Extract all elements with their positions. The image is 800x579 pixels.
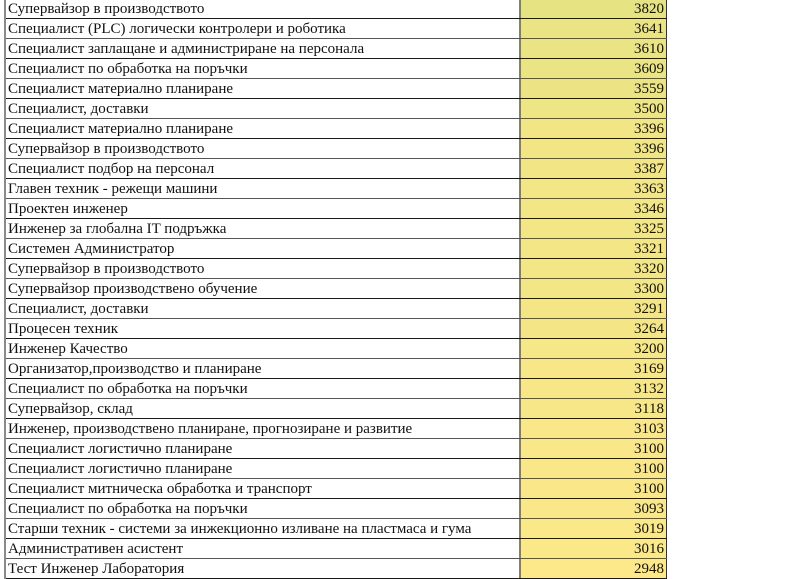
job-title-cell[interactable]: Организатор,производство и планиране [8, 361, 262, 377]
table-row: Специалист по обработка на поръчки 3609 [6, 59, 667, 79]
job-title-cell[interactable]: Специалист по обработка на поръчки [8, 61, 248, 77]
job-title-cell[interactable]: Супервайзор производствено обучение [8, 281, 258, 297]
salary-cell[interactable]: 3346 [518, 199, 667, 218]
table-row: Супервайзор в производството 3396 [6, 139, 667, 159]
salary-cell[interactable]: 3118 [518, 399, 667, 418]
table-row: Специалист логистично планиране 3100 [6, 439, 667, 459]
salary-cell[interactable]: 3559 [518, 79, 667, 98]
table-row: Главен техник - режещи машини 3363 [6, 179, 667, 199]
job-title-cell[interactable]: Специалист материално планиране [8, 121, 234, 137]
salary-cell[interactable]: 3093 [518, 499, 667, 518]
salary-cell[interactable]: 3820 [518, 0, 667, 18]
job-title-cell[interactable]: Специалист подбор на персонал [8, 161, 215, 177]
salary-cell[interactable]: 3396 [518, 139, 667, 158]
salary-cell[interactable]: 3100 [518, 479, 667, 498]
salary-cell[interactable]: 3264 [518, 319, 667, 338]
salary-cell[interactable]: 3019 [518, 519, 667, 538]
salary-cell[interactable]: 3320 [518, 259, 667, 278]
job-title-cell[interactable]: Супервайзор в производството [8, 141, 205, 157]
table-row: Административен асистент 3016 [6, 539, 667, 559]
salary-cell[interactable]: 3609 [518, 59, 667, 78]
salary-cell[interactable]: 3325 [518, 219, 667, 238]
table-row: Специалист заплащане и администриране на… [6, 39, 667, 59]
job-title-cell[interactable]: Инженер Качество [8, 341, 128, 357]
salary-cell[interactable]: 3100 [518, 439, 667, 458]
job-title-cell[interactable]: Специалист логистично планиране [8, 441, 233, 457]
job-title-cell[interactable]: Специалист по обработка на поръчки [8, 501, 248, 517]
table-row: Специалист (PLC) логически контролери и … [6, 19, 667, 39]
job-title-cell[interactable]: Инженер, производствено планиране, прогн… [8, 421, 413, 437]
job-title-cell[interactable]: Супервайзор в производството [8, 261, 205, 277]
job-title-cell[interactable]: Специалист логистично планиране [8, 461, 233, 477]
job-title-cell[interactable]: Системен Администратор [8, 241, 175, 257]
salary-cell[interactable]: 3300 [518, 279, 667, 298]
table-row: Специалист логистично планиране 3100 [6, 459, 667, 479]
table-row: Супервайзор, склад 3118 [6, 399, 667, 419]
job-title-cell[interactable]: Специалист, доставки [8, 301, 149, 317]
job-title-cell[interactable]: Супервайзор в производството [8, 1, 205, 17]
job-title-cell[interactable]: Специалист материално планиране [8, 81, 234, 97]
salary-cell[interactable]: 3100 [518, 459, 667, 478]
table-row: Специалист по обработка на поръчки 3132 [6, 379, 667, 399]
job-title-cell[interactable]: Инженер за глобална IT подръжка [8, 221, 227, 237]
salary-cell[interactable]: 2948 [518, 559, 667, 578]
salary-cell[interactable]: 3103 [518, 419, 667, 438]
table-row: Специалист материално планиране 3559 [6, 79, 667, 99]
job-title-cell[interactable]: Процесен техник [8, 321, 119, 337]
job-title-cell[interactable]: Супервайзор, склад [8, 401, 133, 417]
job-title-cell[interactable]: Специалист митническа обработка и трансп… [8, 481, 312, 497]
table-row: Инженер Качество 3200 [6, 339, 667, 359]
table-row: Специалист, доставки 3291 [6, 299, 667, 319]
job-title-cell[interactable]: Специалист заплащане и администриране на… [8, 41, 365, 57]
salary-cell[interactable]: 3169 [518, 359, 667, 378]
salary-cell[interactable]: 3641 [518, 19, 667, 38]
table-row: Специалист по обработка на поръчки 3093 [6, 499, 667, 519]
job-title-cell[interactable]: Специалист по обработка на поръчки [8, 381, 248, 397]
job-title-cell[interactable]: Административен асистент [8, 541, 184, 557]
salary-cell[interactable]: 3610 [518, 39, 667, 58]
table-row: Проектен инженер 3346 [6, 199, 667, 219]
table-row: Специалист подбор на персонал 3387 [6, 159, 667, 179]
table-row: Супервайзор в производството 3820 [6, 0, 667, 19]
table-row: Системен Администратор 3321 [6, 239, 667, 259]
spreadsheet-table: Супервайзор в производството 3820 Специали… [4, 0, 667, 579]
salary-cell[interactable]: 3387 [518, 159, 667, 178]
table-row: Тест Инженер Лаборатория 2948 [6, 559, 667, 579]
salary-cell[interactable]: 3291 [518, 299, 667, 318]
table-row: Специалист материално планиране 3396 [6, 119, 667, 139]
table-row: Супервайзор в производството 3320 [6, 259, 667, 279]
table-row: Организатор,производство и планиране 3169 [6, 359, 667, 379]
job-title-cell[interactable]: Тест Инженер Лаборатория [8, 561, 185, 577]
salary-cell[interactable]: 3016 [518, 539, 667, 558]
job-title-cell[interactable]: Специалист (PLC) логически контролери и … [8, 21, 346, 37]
table-row: Процесен техник 3264 [6, 319, 667, 339]
salary-cell[interactable]: 3321 [518, 239, 667, 258]
job-title-cell[interactable]: Главен техник - режещи машини [8, 181, 218, 197]
salary-cell[interactable]: 3132 [518, 379, 667, 398]
table-row: Супервайзор производствено обучение 3300 [6, 279, 667, 299]
table-row: Специалист митническа обработка и трансп… [6, 479, 667, 499]
job-title-cell[interactable]: Старши техник - системи за инжекционно и… [8, 521, 472, 537]
job-title-cell[interactable]: Проектен инженер [8, 201, 128, 217]
table-row: Специалист, доставки 3500 [6, 99, 667, 119]
salary-cell[interactable]: 3396 [518, 119, 667, 138]
table-row: Старши техник - системи за инжекционно и… [6, 519, 667, 539]
table-row: Инженер, производствено планиране, прогн… [6, 419, 667, 439]
salary-cell[interactable]: 3363 [518, 179, 667, 198]
salary-cell[interactable]: 3200 [518, 339, 667, 358]
salary-cell[interactable]: 3500 [518, 99, 667, 118]
table-row: Инженер за глобална IT подръжка 3325 [6, 219, 667, 239]
job-title-cell[interactable]: Специалист, доставки [8, 101, 149, 117]
